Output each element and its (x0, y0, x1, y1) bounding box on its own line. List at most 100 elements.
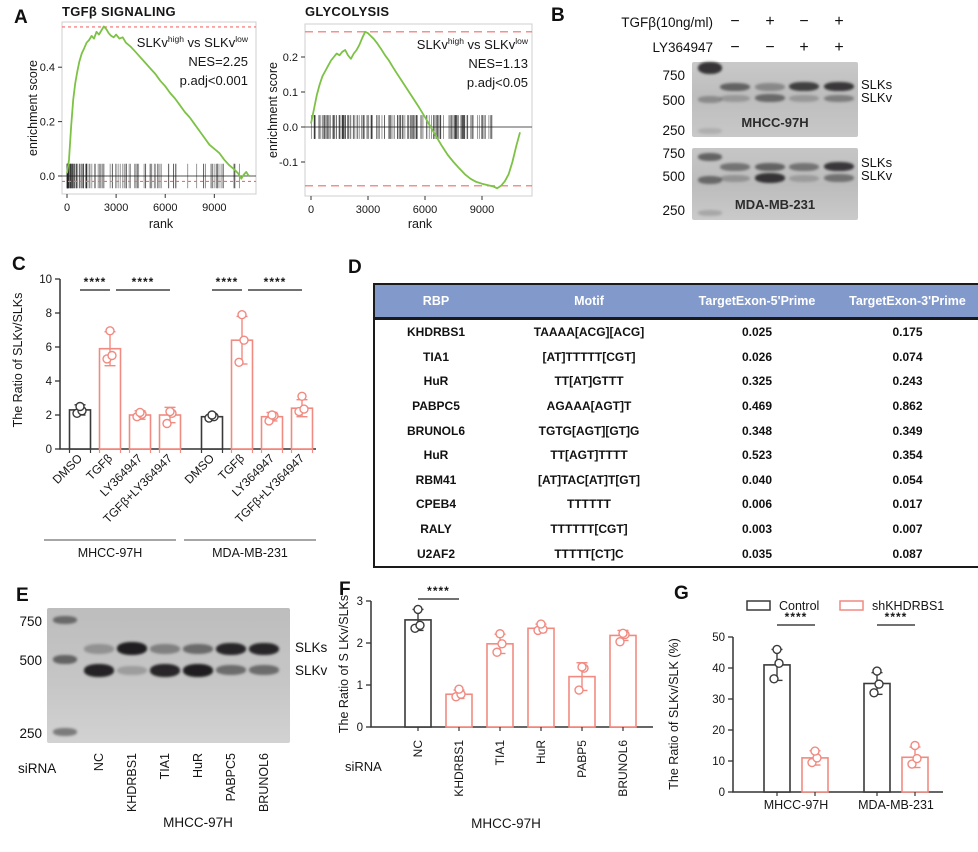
data-point (769, 674, 779, 684)
ly-sign-2: − (765, 39, 775, 56)
x-tick-label: 6000 (153, 202, 177, 214)
data-point (135, 407, 145, 418)
table-row: HuR TT[AT]GTTT 0.325 0.243 (374, 369, 978, 394)
gsea-x-axis-label: rank (408, 217, 433, 231)
y-tick-label: 20 (712, 725, 725, 737)
panel-B: TGFβ(10ng/ml) − + − + LY364947 − − + + M… (545, 0, 978, 340)
data-point (105, 326, 115, 336)
tgfb-sign-2: + (765, 13, 775, 30)
significance-stars: **** (216, 275, 239, 289)
data-point (497, 639, 507, 649)
gel-band (755, 94, 785, 102)
y-tick-label: 0 (46, 444, 52, 456)
y-tick-label: 0 (357, 722, 363, 734)
gel-band (117, 642, 147, 655)
bar-chart-shkhdrbs1: 0 10 20 30 40 50 **** **** MHCC-97H MDA-MB-231 Con… (667, 599, 944, 812)
gel-band (216, 665, 246, 676)
gsea-comparison-label: SLKvhigh vs SLKvlow (137, 34, 249, 50)
cell-3prime: 0.243 (892, 374, 923, 389)
gel-band (249, 642, 279, 655)
data-point (415, 620, 425, 631)
gsea-plot-tgfb-signaling: TGFβ SIGNALING 0.0 0.2 0.4 0 3000 6000 9000 SL… (26, 4, 257, 231)
bar-BRUNOL6 (609, 634, 637, 728)
panel-label-G: G (674, 583, 689, 604)
x-category-label: TIA1 (493, 740, 507, 766)
y-tick-label: 1 (357, 680, 363, 692)
cell-rbp: TIA1 (422, 349, 449, 364)
y-tick-label: 4 (46, 376, 53, 388)
cell-motif: TT[AGT]TTTT (550, 448, 628, 463)
panel-label-F: F (339, 579, 351, 600)
x-tick-label: 3000 (104, 202, 128, 214)
cell-5prime: 0.469 (741, 399, 773, 414)
significance-stars: **** (84, 275, 107, 289)
gel-band (789, 162, 819, 171)
y-tick-label: 30 (712, 694, 725, 706)
ly-sign-3: + (799, 39, 809, 56)
marker-band (698, 96, 722, 103)
marker-band (698, 128, 722, 134)
cell-motif: AGAAA[AGT]T (546, 399, 632, 414)
gel-band (755, 162, 785, 171)
gel-band (150, 643, 180, 654)
x-tick-label: 6000 (413, 204, 437, 216)
group-label: MHCC-97H (78, 546, 143, 560)
legend-label: shKHDRBS1 (872, 599, 944, 613)
bar-HuR (527, 627, 555, 728)
bar-chart-y-axis-label: The Ratio of SLKv/SLKs (11, 293, 25, 428)
gel-band (789, 94, 819, 102)
cell-3prime: 0.017 (892, 497, 923, 512)
y-tick-label: 6 (46, 342, 52, 354)
x-tick-label: 9000 (202, 202, 226, 214)
table-row: KHDRBS1 TAAAA[ACG][ACG] 0.025 0.175 (374, 319, 978, 345)
y-tick-label: 0.0 (40, 171, 55, 183)
data-point (207, 410, 217, 420)
gsea-title: GLYCOLYSIS (305, 4, 389, 19)
legend-label: Control (779, 599, 819, 613)
enrichment-curve (310, 30, 521, 190)
y-tick-label: 2 (357, 638, 363, 650)
cell-rbp: HuR (423, 374, 449, 389)
treatment-row-label-ly364947: LY364947 (652, 40, 713, 55)
gsea-y-axis-label: enrichment score (26, 60, 40, 156)
data-point (234, 357, 244, 368)
data-point (239, 335, 249, 345)
cell-line-label: MHCC-97H (471, 816, 541, 831)
lane-label-HuR: HuR (191, 753, 205, 778)
marker-size-label: 500 (662, 93, 685, 108)
significance-stars: **** (885, 610, 908, 624)
cell-motif: [AT]TAC[AT]T[GT] (538, 472, 640, 487)
gel-band (824, 82, 854, 92)
panel-E: 750 500 250 SLKs SLKv NC KHDRBS1 TIA1 HuR PABP… (8, 575, 340, 852)
marker-size-label: 750 (19, 614, 42, 629)
lane-label-BRUNOL6: BRUNOL6 (257, 753, 271, 812)
significance-stars: **** (132, 275, 155, 289)
gsea-plot-glycolysis: GLYCOLYSIS -0.1 0.0 0.1 0.2 0 3000 6000 9000 SL… (266, 4, 533, 231)
cell-motif: TTTTTT (567, 497, 611, 512)
data-point (413, 604, 423, 615)
treatment-row-label-tgfb: TGFβ(10ng/ml) (621, 15, 713, 30)
significance-stars: **** (785, 610, 808, 624)
cell-motif: TGTG[AGT][GT]G (538, 423, 640, 438)
table-body: KHDRBS1 TAAAA[ACG][ACG] 0.025 0.175 TIA1 [AT]… (374, 319, 978, 567)
sirna-label: siRNA (345, 759, 382, 774)
x-category-label: HuR (534, 740, 548, 764)
table-row: TIA1 [AT]TTTTT[CGT] 0.026 0.074 (374, 345, 978, 370)
data-point (910, 740, 920, 751)
band-label-slkv: SLKv (861, 168, 893, 183)
x-tick-label: 9000 (470, 204, 494, 216)
gel-band (117, 665, 147, 675)
gsea-nes-label: NES=1.13 (468, 56, 528, 71)
marker-band (53, 728, 77, 737)
data-point (492, 647, 502, 657)
table-row: RALY TTTTTT[CGT] 0.003 0.007 (374, 517, 978, 542)
panel-label-C: C (12, 254, 26, 275)
gel-band (789, 82, 819, 92)
rbp-motif-table: RBP Motif TargetExon-5'Prime TargetExon-… (373, 283, 978, 568)
y-tick-label: 0.4 (40, 62, 55, 74)
gel-band (720, 94, 750, 102)
cell-3prime: 0.054 (892, 472, 923, 487)
cell-rbp: CPEB4 (415, 497, 456, 512)
data-point (872, 666, 882, 676)
